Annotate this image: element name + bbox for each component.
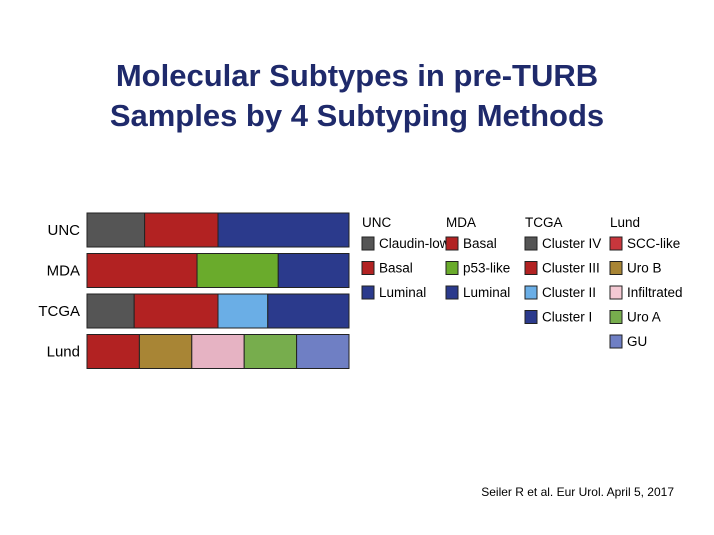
legend-label-mda-luminal: Luminal: [463, 285, 510, 300]
bar-segment-mda-basal: [86, 253, 198, 288]
legend-label-tcga-cluster-i: Cluster I: [542, 310, 592, 325]
citation: Seiler R et al. Eur Urol. April 5, 2017: [481, 485, 674, 499]
bar-segment-tcga-cluster-iv: [86, 293, 135, 329]
bar-segment-lund-uro-b: [138, 334, 193, 369]
legend-swatch-lund-scc-like: [609, 236, 623, 251]
legend-title-tcga: TCGA: [525, 215, 563, 230]
legend-swatch-lund-uro-a: [609, 310, 623, 324]
legend-label-lund-scc-like: SCC-like: [627, 236, 680, 251]
row-label-unc: UNC: [48, 222, 81, 239]
bar-segment-unc-claudin-low: [86, 212, 146, 248]
legend-label-lund-infiltrated: Infiltrated: [627, 285, 683, 300]
legend-title-mda: MDA: [446, 215, 476, 230]
legend-swatch-tcga-cluster-iii: [524, 261, 538, 275]
bar-segment-mda-p53-like: [196, 253, 279, 288]
bar-segment-tcga-cluster-iii: [133, 293, 219, 329]
bar-segment-unc-basal: [144, 212, 219, 248]
legend-swatch-unc-luminal: [361, 285, 375, 300]
legend-label-lund-gu: GU: [627, 334, 647, 349]
slide-title-line-2: Samples by 4 Subtyping Methods: [109, 98, 605, 133]
legend-label-tcga-cluster-ii: Cluster II: [542, 285, 596, 300]
legend-title-unc: UNC: [362, 215, 391, 230]
legend-title-lund: Lund: [610, 215, 640, 230]
bar-segment-unc-luminal: [217, 212, 350, 248]
legend-label-mda-p53-like: p53-like: [463, 261, 510, 276]
bars-layer: UNC MDA TCGA Lund: [38, 212, 350, 369]
slide-title-line-1: Molecular Subtypes in pre-TURB: [115, 58, 599, 93]
legend-swatch-unc-basal: [361, 261, 375, 275]
legend-swatch-mda-basal: [445, 236, 459, 251]
bar-segment-tcga-cluster-i: [267, 293, 350, 329]
bar-segment-mda-luminal: [277, 253, 350, 288]
row-label-tcga: TCGA: [38, 303, 80, 320]
legend-layer: UNC Claudin-low Basal Luminal MDA Basal p53-li…: [361, 215, 683, 349]
legend-label-lund-uro-a: Uro A: [627, 310, 661, 325]
row-label-mda: MDA: [47, 263, 80, 280]
legend-label-lund-uro-b: Uro B: [627, 261, 662, 276]
legend-label-tcga-cluster-iv: Cluster IV: [542, 236, 601, 251]
row-label-lund: Lund: [47, 344, 80, 361]
legend-label-unc-luminal: Luminal: [379, 285, 426, 300]
legend-swatch-tcga-cluster-i: [524, 310, 538, 324]
legend-label-tcga-cluster-iii: Cluster III: [542, 261, 600, 276]
legend-swatch-tcga-cluster-iv: [524, 236, 538, 251]
legend-swatch-lund-infiltrated: [609, 285, 623, 300]
legend-label-unc-basal: Basal: [379, 261, 413, 276]
legend-swatch-mda-p53-like: [445, 261, 459, 275]
legend-swatch-lund-uro-b: [609, 261, 623, 275]
legend-swatch-unc-claudin-low: [361, 236, 375, 251]
bar-segment-lund-gu: [296, 334, 350, 369]
bar-segment-tcga-cluster-ii: [217, 293, 269, 329]
legend-swatch-tcga-cluster-ii: [524, 285, 538, 300]
bar-segment-lund-infiltrated: [191, 334, 245, 369]
bar-segment-lund-uro-a: [243, 334, 298, 369]
slide-title: Molecular Subtypes in pre-TURB Samples b…: [0, 56, 714, 136]
legend-label-mda-basal: Basal: [463, 236, 497, 251]
legend-label-unc-claudin-low: Claudin-low: [379, 236, 450, 251]
bar-segment-lund-scc-like: [86, 334, 140, 369]
legend-swatch-lund-gu: [609, 334, 623, 349]
legend-swatch-mda-luminal: [445, 285, 459, 300]
